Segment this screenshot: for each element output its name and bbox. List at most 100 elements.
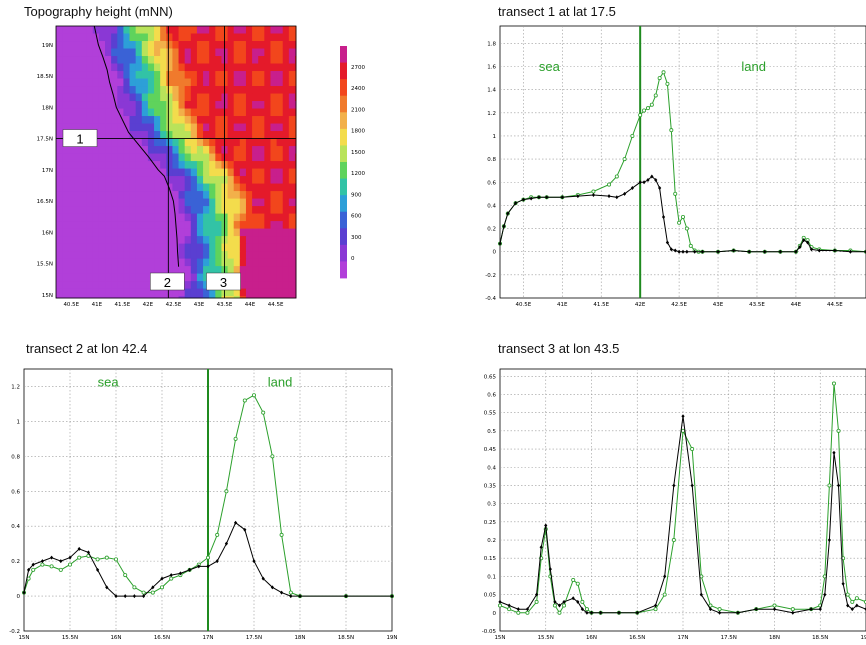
heatmap-cell	[264, 206, 271, 215]
heatmap-cell	[123, 266, 131, 275]
data-point-green	[123, 573, 128, 578]
heatmap-cell	[105, 191, 112, 200]
heatmap-cell	[264, 123, 271, 132]
heatmap-cell	[209, 93, 216, 102]
heatmap-cell	[196, 131, 204, 140]
heatmap-cell	[111, 236, 118, 245]
data-point-green	[498, 603, 503, 608]
heatmap-cell	[105, 266, 112, 275]
heatmap-cell	[80, 146, 88, 155]
heatmap-cell	[160, 41, 167, 50]
heatmap-cell	[264, 138, 271, 147]
data-point-black	[794, 249, 798, 254]
heatmap-cell	[239, 41, 247, 50]
heatmap-cell	[147, 228, 155, 237]
colorbar-label: 300	[351, 235, 362, 241]
heatmap-cell	[160, 33, 167, 42]
heatmap-cell	[154, 146, 161, 155]
colorbar-segment	[340, 211, 347, 229]
heatmap-cell	[203, 63, 210, 72]
heatmap-cell	[98, 266, 106, 275]
heatmap-cell	[98, 93, 106, 102]
heatmap-cell	[239, 273, 247, 282]
heatmap-cell	[184, 146, 192, 155]
heatmap-cell	[178, 251, 186, 260]
heatmap-cell	[74, 206, 82, 215]
heatmap-cell	[129, 296, 137, 299]
heatmap-cell	[252, 123, 259, 132]
heatmap-cell	[160, 71, 167, 80]
heatmap-cell	[68, 168, 75, 177]
heatmap-cell	[68, 26, 75, 35]
x-tick-label: 19N	[860, 635, 866, 641]
heatmap-cell	[190, 108, 198, 117]
heatmap-cell	[282, 213, 290, 222]
data-point-black	[160, 576, 164, 581]
heatmap-cell	[178, 236, 186, 245]
heatmap-cell	[282, 131, 290, 140]
heatmap-cell	[184, 161, 192, 170]
heatmap-cell	[147, 266, 155, 275]
heatmap-cell	[74, 296, 82, 299]
heatmap-cell	[239, 153, 247, 162]
heatmap-cell	[227, 176, 235, 185]
heatmap-cell	[98, 146, 106, 155]
heatmap-cell	[282, 183, 290, 192]
heatmap-cell	[105, 296, 112, 299]
heatmap-cell	[166, 161, 173, 170]
colorbar-segment	[340, 195, 347, 213]
heatmap-cell	[166, 191, 173, 200]
heatmap-cell	[86, 236, 94, 245]
heatmap-cell	[141, 168, 149, 177]
heatmap-cell	[68, 176, 75, 185]
heatmap-cell	[276, 33, 284, 42]
heatmap-cell	[282, 168, 290, 177]
heatmap-cell	[74, 213, 82, 222]
heatmap-cell	[196, 228, 204, 237]
heatmap-cell	[92, 243, 100, 252]
heatmap-cell	[141, 146, 149, 155]
heatmap-cell	[74, 191, 82, 200]
heatmap-cell	[80, 71, 88, 80]
data-point-green	[653, 607, 658, 612]
heatmap-cell	[276, 138, 284, 147]
heatmap-cell	[56, 183, 63, 192]
heatmap-cell	[252, 146, 259, 155]
heatmap-cell	[129, 123, 137, 132]
heatmap-cell	[215, 191, 222, 200]
heatmap-cell	[117, 168, 124, 177]
heatmap-cell	[184, 63, 192, 72]
heatmap-cell	[258, 33, 265, 42]
heatmap-cell	[245, 183, 253, 192]
heatmap-cell	[80, 101, 88, 110]
heatmap-cell	[123, 146, 131, 155]
transect2-title: transect 2 at lon 42.4	[26, 341, 148, 356]
heatmap-cell	[215, 101, 222, 110]
heatmap-cell	[270, 146, 278, 155]
heatmap-cell	[196, 168, 204, 177]
heatmap-cell	[129, 236, 137, 245]
heatmap-cell	[80, 153, 88, 162]
heatmap-cell	[209, 191, 216, 200]
heatmap-cell	[141, 101, 149, 110]
heatmap-cell	[80, 108, 88, 117]
y-tick-label: 0.4	[487, 203, 496, 209]
heatmap-cell	[135, 108, 143, 117]
heatmap-cell	[276, 101, 284, 110]
heatmap-cell	[203, 101, 210, 110]
data-point-green	[680, 214, 685, 219]
heatmap-cell	[258, 228, 265, 237]
heatmap-cell	[62, 243, 69, 252]
heatmap-cell	[258, 251, 265, 260]
series-line-green	[23, 394, 392, 597]
heatmap-cell	[245, 266, 253, 275]
heatmap-cell	[239, 266, 247, 275]
heatmap-cell	[62, 86, 69, 95]
data-point-black	[77, 546, 81, 551]
heatmap-cell	[258, 168, 265, 177]
heatmap-cell	[184, 296, 192, 299]
y-tick-label: 0.05	[484, 593, 497, 599]
heatmap-cell	[105, 116, 112, 125]
heatmap-cell	[288, 78, 296, 87]
heatmap-cell	[98, 116, 106, 125]
